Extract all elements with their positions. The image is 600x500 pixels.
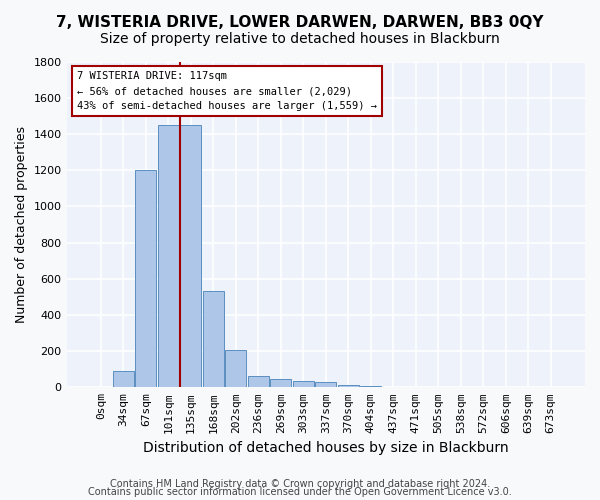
Bar — [135, 170, 157, 388]
Text: Size of property relative to detached houses in Blackburn: Size of property relative to detached ho… — [100, 32, 500, 46]
Bar — [180, 125, 202, 388]
Text: 7 WISTERIA DRIVE: 117sqm
← 56% of detached houses are smaller (2,029)
43% of sem: 7 WISTERIA DRIVE: 117sqm ← 56% of detach… — [77, 72, 377, 111]
Bar — [270, 379, 292, 388]
Bar — [293, 381, 314, 388]
Bar — [225, 350, 247, 388]
Y-axis label: Number of detached properties: Number of detached properties — [15, 126, 28, 323]
Bar — [315, 382, 337, 388]
Text: 7, WISTERIA DRIVE, LOWER DARWEN, DARWEN, BB3 0QY: 7, WISTERIA DRIVE, LOWER DARWEN, DARWEN,… — [56, 15, 544, 30]
Bar — [248, 376, 269, 388]
X-axis label: Distribution of detached houses by size in Blackburn: Distribution of detached houses by size … — [143, 441, 509, 455]
Bar — [203, 292, 224, 388]
Text: Contains HM Land Registry data © Crown copyright and database right 2024.: Contains HM Land Registry data © Crown c… — [110, 479, 490, 489]
Bar — [113, 371, 134, 388]
Bar — [360, 386, 382, 388]
Bar — [338, 386, 359, 388]
Bar — [158, 125, 179, 388]
Text: Contains public sector information licensed under the Open Government Licence v3: Contains public sector information licen… — [88, 487, 512, 497]
